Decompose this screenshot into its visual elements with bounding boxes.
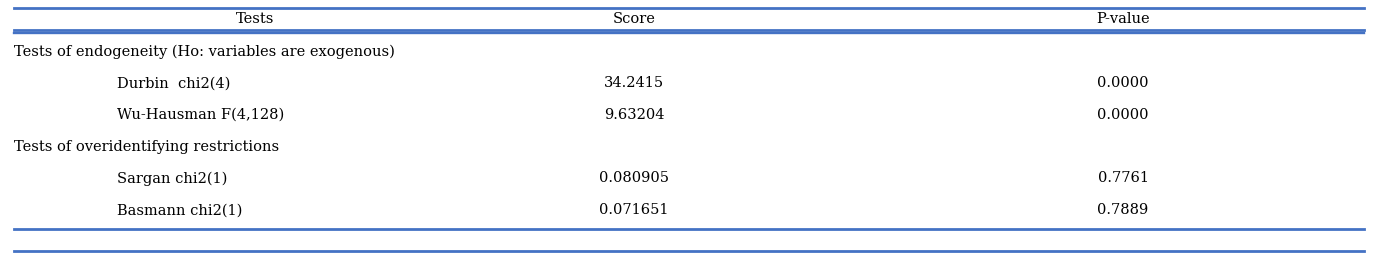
Text: Tests of endogeneity (Ho: variables are exogenous): Tests of endogeneity (Ho: variables are …	[14, 44, 394, 59]
Text: 0.0000: 0.0000	[1097, 108, 1149, 122]
Text: Tests of overidentifying restrictions: Tests of overidentifying restrictions	[14, 140, 278, 154]
Text: Basmann chi2(1): Basmann chi2(1)	[117, 203, 243, 217]
Text: Durbin  chi2(4): Durbin chi2(4)	[117, 76, 230, 90]
Text: 0.080905: 0.080905	[599, 171, 668, 185]
Text: Tests: Tests	[236, 12, 274, 26]
Text: Sargan chi2(1): Sargan chi2(1)	[117, 171, 227, 186]
Text: 34.2415: 34.2415	[604, 76, 664, 90]
Text: Score: Score	[612, 12, 656, 26]
Text: 0.7761: 0.7761	[1097, 171, 1149, 185]
Text: P-value: P-value	[1097, 12, 1149, 26]
Text: 0.071651: 0.071651	[599, 203, 668, 217]
Text: Wu-Hausman F(4,128): Wu-Hausman F(4,128)	[117, 108, 284, 122]
Text: 0.0000: 0.0000	[1097, 76, 1149, 90]
Text: 9.63204: 9.63204	[604, 108, 664, 122]
Text: 0.7889: 0.7889	[1097, 203, 1149, 217]
